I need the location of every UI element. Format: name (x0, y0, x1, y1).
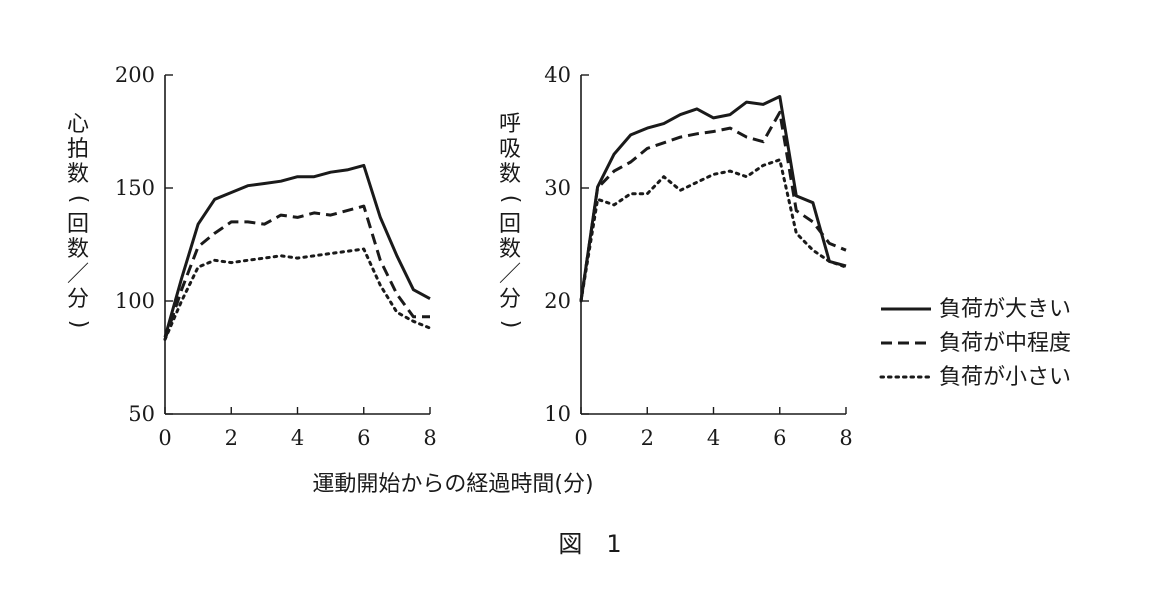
heart-y-tick-label: 150 (115, 176, 155, 200)
breath-y-axis-title: 呼吸数回数／分 (499, 112, 521, 312)
heart-x-tick-label: 4 (291, 426, 304, 450)
breath-y-tick-label: 30 (544, 176, 571, 200)
heart-y-axis-title-bracket: ( (66, 195, 91, 204)
heart-y-tick-label: 50 (128, 402, 155, 426)
breath-y-tick-label: 10 (544, 402, 571, 426)
heart-series-dashed (163, 204, 430, 340)
legend-label: 負荷が小さい (939, 365, 1071, 390)
heart-x-tick-label: 2 (225, 426, 238, 450)
heart-y-tick-label: 100 (115, 289, 155, 313)
breath-y-axis-title-bracket: ( (498, 195, 523, 204)
breath-x-tick-label: 4 (707, 426, 720, 450)
breath-y-axis-title-bracket: ) (498, 320, 523, 329)
legend-label: 負荷が大きい (939, 297, 1071, 322)
heart-y-axis-title: 心拍数回数／分 (67, 112, 89, 312)
breath-series-dotted (579, 158, 848, 303)
figure-caption: 図 1 (558, 530, 621, 558)
heart-x-tick-label: 8 (423, 426, 436, 450)
heart-rate-chart: 50 100 150 200 0 2 4 6 8 心拍数回数／分() (66, 63, 437, 450)
breath-y-tick-label: 20 (544, 289, 571, 313)
breath-y-tick-label: 40 (544, 63, 571, 87)
breath-series-dashed (579, 110, 847, 302)
breath-x-tick-label: 0 (574, 426, 587, 450)
heart-series-dotted (163, 247, 432, 341)
breath-x-tick-label: 8 (839, 426, 852, 450)
respiration-rate-chart: 10 20 30 40 0 2 4 6 8 呼吸数回数／分() (498, 63, 853, 450)
breath-x-tick-label: 6 (773, 426, 786, 450)
breath-x-tick-label: 2 (641, 426, 654, 450)
breath-series-solid (579, 95, 847, 302)
shared-x-axis-title: 運動開始からの経過時間(分) (312, 472, 593, 497)
heart-series-solid (163, 163, 431, 338)
legend-label: 負荷が中程度 (939, 331, 1071, 356)
heart-x-tick-label: 6 (357, 426, 370, 450)
heart-y-axis-title-bracket: ) (66, 320, 91, 329)
heart-x-tick-label: 0 (158, 426, 171, 450)
heart-y-tick-label: 200 (115, 63, 155, 87)
